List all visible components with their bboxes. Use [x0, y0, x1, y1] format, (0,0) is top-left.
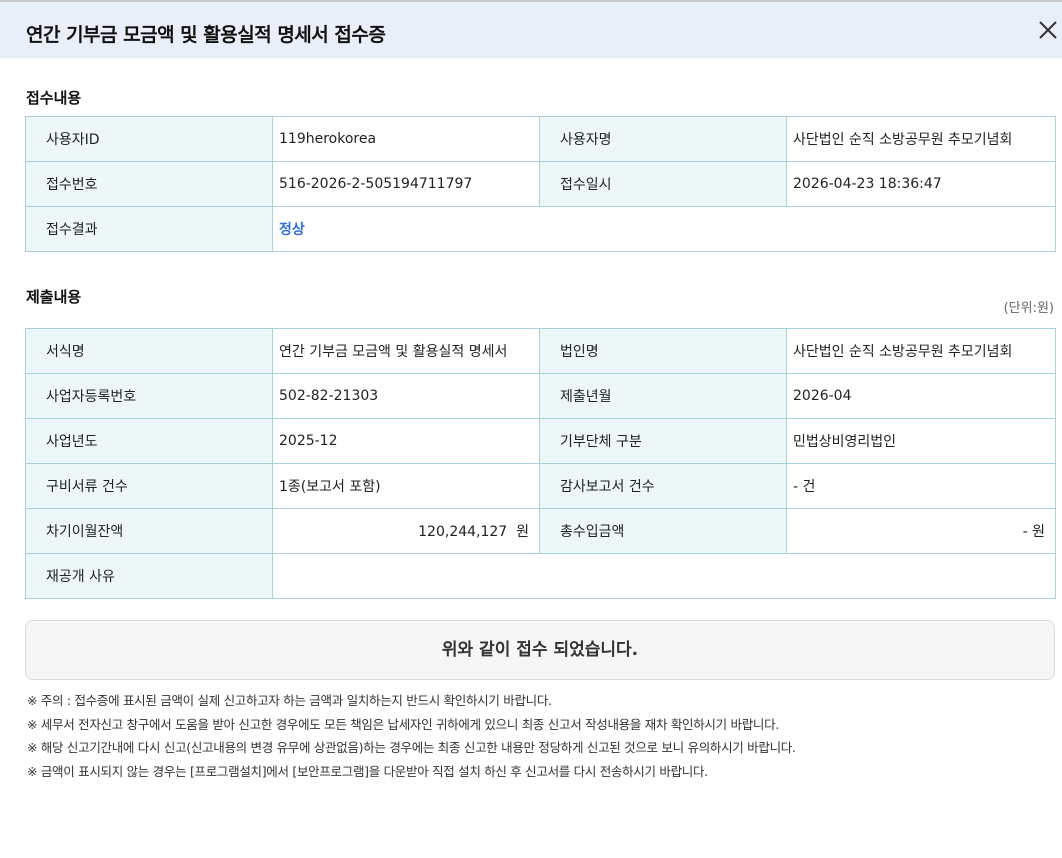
table-row: 재공개 사유 [25, 553, 1056, 599]
note-item: ※ 세무서 전자신고 창구에서 도움을 받아 신고한 경우에도 모든 책임은 납… [27, 716, 779, 732]
table-row: 사업자등록번호 502-82-21303 제출년월 2026-04 [25, 373, 1056, 419]
note-item: ※ 주의 : 접수증에 표시된 금액이 실제 신고하고자 하는 금액과 일치하는… [27, 693, 552, 708]
label: 사용자ID [25, 116, 273, 162]
label: 재공개 사유 [25, 553, 273, 599]
receipt-table: 사용자ID 119herokorea 사용자명 사단법인 순직 소방공무원 추모… [25, 116, 1056, 252]
dialog-title: 연간 기부금 모금액 및 활용실적 명세서 접수증 [26, 24, 386, 46]
label: 제출년월 [539, 373, 787, 419]
value: 119herokorea [272, 116, 540, 162]
value: 502-82-21303 [272, 373, 540, 419]
table-row: 접수결과 정상 [25, 206, 1056, 252]
submission-heading: 제출내용 [26, 288, 82, 306]
value: - 원 [786, 508, 1056, 554]
table-row: 사업년도 2025-12 기부단체 구분 민법상비영리법인 [25, 418, 1056, 464]
value: 연간 기부금 모금액 및 활용실적 명세서 [272, 328, 540, 374]
confirmation-message: 위와 같이 접수 되었습니다. [25, 620, 1055, 680]
status-value: 정상 [272, 206, 1056, 252]
label: 서식명 [25, 328, 273, 374]
label: 법인명 [539, 328, 787, 374]
label: 사업년도 [25, 418, 273, 464]
table-row: 접수번호 516-2026-2-505194711797 접수일시 2026-0… [25, 161, 1056, 207]
notes-list: ※ 주의 : 접수증에 표시된 금액이 실제 신고하고자 하는 금액과 일치하는… [27, 689, 796, 783]
receipt-heading: 접수내용 [26, 89, 82, 107]
value: 2025-12 [272, 418, 540, 464]
value: 516-2026-2-505194711797 [272, 161, 540, 207]
label: 접수번호 [25, 161, 273, 207]
value: 1종(보고서 포함) [272, 463, 540, 509]
label: 감사보고서 건수 [539, 463, 787, 509]
submission-table: 서식명 연간 기부금 모금액 및 활용실적 명세서 법인명 사단법인 순직 소방… [25, 328, 1056, 599]
value: 2026-04 [786, 373, 1056, 419]
value: 120,244,127 원 [272, 508, 540, 554]
table-row: 사용자ID 119herokorea 사용자명 사단법인 순직 소방공무원 추모… [25, 116, 1056, 162]
label: 차기이월잔액 [25, 508, 273, 554]
note-item: ※ 해당 신고기간내에 다시 신고(신고내용의 변경 유무에 상관없음)하는 경… [27, 740, 796, 755]
table-row: 구비서류 건수 1종(보고서 포함) 감사보고서 건수 - 건 [25, 463, 1056, 509]
label: 사용자명 [539, 116, 787, 162]
label: 기부단체 구분 [539, 418, 787, 464]
label: 접수일시 [539, 161, 787, 207]
note-item: ※ 금액이 표시되지 않는 경우는 [프로그램설치]에서 [보안프로그램]을 다… [27, 763, 708, 779]
value: 사단법인 순직 소방공무원 추모기념회 [786, 328, 1056, 374]
value: 사단법인 순직 소방공무원 추모기념회 [786, 116, 1056, 162]
close-icon[interactable] [1036, 18, 1060, 42]
value: 2026-04-23 18:36:47 [786, 161, 1056, 207]
value: - 건 [786, 463, 1056, 509]
label: 접수결과 [25, 206, 273, 252]
label: 구비서류 건수 [25, 463, 273, 509]
value: 민법상비영리법인 [786, 418, 1056, 464]
table-row: 서식명 연간 기부금 모금액 및 활용실적 명세서 법인명 사단법인 순직 소방… [25, 328, 1056, 374]
table-row: 차기이월잔액 120,244,127 원 총수입금액 - 원 [25, 508, 1056, 554]
dialog-header: 연간 기부금 모금액 및 활용실적 명세서 접수증 [0, 0, 1062, 58]
unit-label: (단위:원) [1003, 301, 1054, 316]
value [272, 553, 1056, 599]
label: 총수입금액 [539, 508, 787, 554]
label: 사업자등록번호 [25, 373, 273, 419]
